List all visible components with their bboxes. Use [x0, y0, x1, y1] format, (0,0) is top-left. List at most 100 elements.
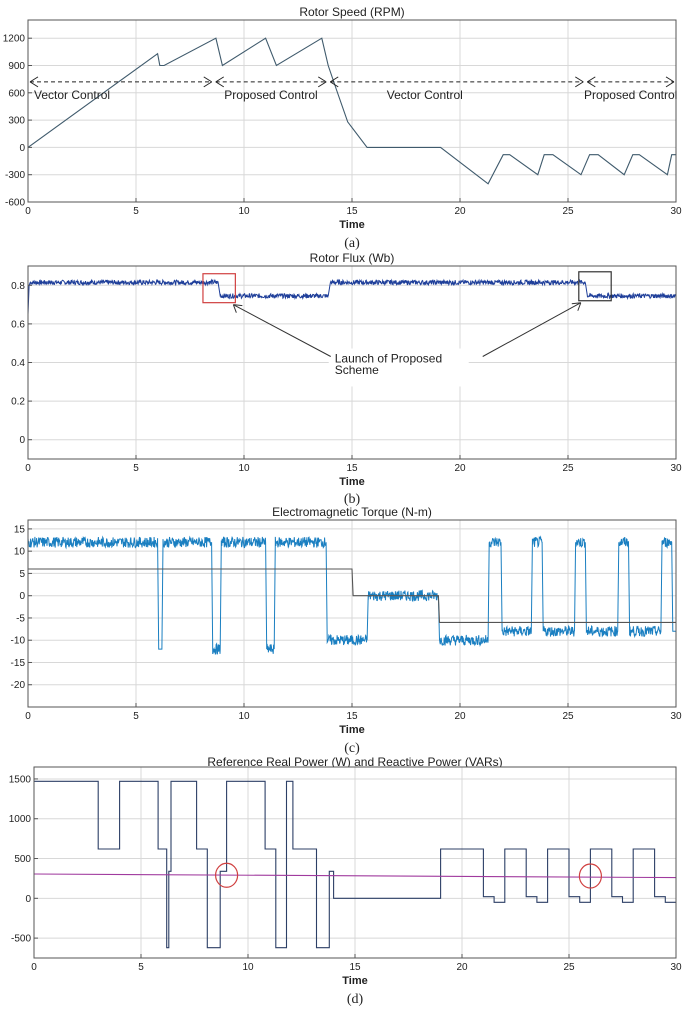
arrow-head-right — [203, 76, 213, 88]
highlight-circle — [215, 862, 239, 888]
annotation-arrow — [233, 304, 331, 357]
y-tick-label: 0 — [19, 435, 25, 446]
x-tick-label: 10 — [238, 463, 250, 474]
y-tick-label: -600 — [5, 198, 25, 209]
chart-0: Rotor Speed (RPM) 0 5 10 15 20 25 30 1200 900 600 3… — [3, 5, 682, 251]
x-tick-label: 25 — [562, 206, 574, 217]
chart-title: Electromagnetic Torque (N-m) — [272, 505, 432, 519]
chart-title: Rotor Flux (Wb) — [310, 251, 395, 265]
x-tick-label: 0 — [25, 711, 31, 722]
x-tick-label: 10 — [242, 962, 254, 973]
data-layer — [28, 535, 676, 655]
x-tick-label: 15 — [346, 206, 358, 217]
y-tick-label: 300 — [8, 116, 25, 127]
x-tick-label: 15 — [346, 463, 358, 474]
arrow-head-left — [215, 76, 225, 88]
x-tick-label: 0 — [25, 206, 31, 217]
y-tick-label: 0.2 — [11, 397, 25, 408]
highlight-circle — [578, 863, 603, 889]
chart-title: Reference Real Power (W) and Reactive Po… — [207, 755, 502, 769]
series-line-3-0 — [34, 780, 676, 949]
arrow-head-left — [329, 76, 339, 88]
chart-caption: (c) — [344, 741, 360, 756]
x-tick-label: 10 — [238, 206, 250, 217]
x-tick-label: 30 — [670, 206, 682, 217]
y-tick-label: 1500 — [9, 774, 32, 785]
y-tick-label: 0.4 — [11, 358, 25, 369]
y-tick-label: 0 — [19, 591, 25, 602]
annotation-text: Launch of Proposed — [335, 352, 442, 366]
series-line-3-1 — [34, 873, 676, 879]
y-tick-label: 0.6 — [11, 319, 25, 330]
annotation-arrow — [482, 302, 582, 357]
y-tick-label: 0 — [25, 894, 31, 905]
y-tick-label: 15 — [14, 524, 26, 535]
y-tick-label: 600 — [8, 88, 25, 99]
chart-caption: (a) — [344, 236, 360, 251]
series-line-2-0 — [28, 535, 676, 655]
region-label: Proposed Control — [584, 88, 677, 102]
x-tick-label: 20 — [454, 206, 466, 217]
y-tick-label: -5 — [16, 613, 25, 624]
y-tick-label: -10 — [11, 636, 26, 647]
highlight-box — [578, 271, 612, 302]
arrow-head-left — [29, 76, 39, 88]
x-tick-label: 30 — [670, 962, 682, 973]
y-tick-label: 10 — [14, 547, 26, 558]
x-tick-label: 25 — [563, 962, 575, 973]
chart-caption: (d) — [347, 992, 364, 1007]
data-layer — [28, 278, 676, 315]
chart-1: Rotor Flux (Wb) 0 5 10 15 20 25 30 0.8 0.6 0.4 0.2 0… — [11, 251, 682, 507]
y-tick-label: 1000 — [9, 814, 32, 825]
x-axis-label: Time — [342, 975, 367, 987]
y-tick-label: 5 — [19, 569, 25, 580]
y-tick-label: -500 — [11, 934, 31, 945]
arrow-head-right — [317, 76, 327, 88]
chart-title: Rotor Speed (RPM) — [299, 5, 404, 19]
highlight-box — [202, 273, 236, 304]
chart-caption: (b) — [344, 492, 361, 507]
data-layer — [34, 780, 676, 949]
x-tick-label: 25 — [562, 711, 574, 722]
y-tick-label: -300 — [5, 170, 25, 181]
arrow-head-right — [575, 76, 584, 88]
y-tick-label: 1200 — [3, 34, 26, 45]
y-tick-label: -20 — [11, 680, 26, 691]
y-tick-label: 500 — [14, 854, 31, 865]
x-axis-label: Time — [339, 724, 364, 736]
series-line-2-1 — [28, 568, 676, 623]
y-tick-label: 900 — [8, 61, 25, 72]
series-line-1-0 — [28, 278, 676, 315]
x-tick-label: 5 — [133, 711, 139, 722]
chart-2: Electromagnetic Torque (N-m) 0 5 10 15 20 25 30… — [11, 505, 682, 756]
x-tick-label: 30 — [670, 463, 682, 474]
x-tick-label: 5 — [133, 206, 139, 217]
data-layer — [28, 37, 676, 185]
x-tick-label: 20 — [454, 711, 466, 722]
series-line-0-0 — [28, 37, 676, 185]
chart-3: Reference Real Power (W) and Reactive Po… — [9, 755, 682, 1007]
y-tick-label: 0 — [19, 143, 25, 154]
x-tick-label: 20 — [454, 463, 466, 474]
x-tick-label: 15 — [346, 711, 358, 722]
region-label: Vector Control — [34, 88, 110, 102]
arrow-head — [232, 304, 243, 313]
region-label: Proposed Control — [224, 88, 317, 102]
x-tick-label: 0 — [31, 962, 37, 973]
y-tick-label: 0.8 — [11, 281, 25, 292]
arrow-head-left — [587, 76, 596, 88]
x-tick-label: 25 — [562, 463, 574, 474]
region-label: Vector Control — [387, 88, 463, 102]
arrow-head — [571, 302, 582, 311]
x-axis-label: Time — [339, 476, 364, 488]
x-tick-label: 30 — [670, 711, 682, 722]
y-tick-label: -15 — [11, 658, 26, 669]
x-tick-label: 5 — [138, 962, 144, 973]
annotation-text: Scheme — [335, 363, 379, 377]
annotation-bg — [328, 348, 469, 387]
arrow-head-right — [665, 76, 675, 88]
x-tick-label: 0 — [25, 463, 31, 474]
x-tick-label: 10 — [238, 711, 250, 722]
x-axis-label: Time — [339, 219, 364, 231]
